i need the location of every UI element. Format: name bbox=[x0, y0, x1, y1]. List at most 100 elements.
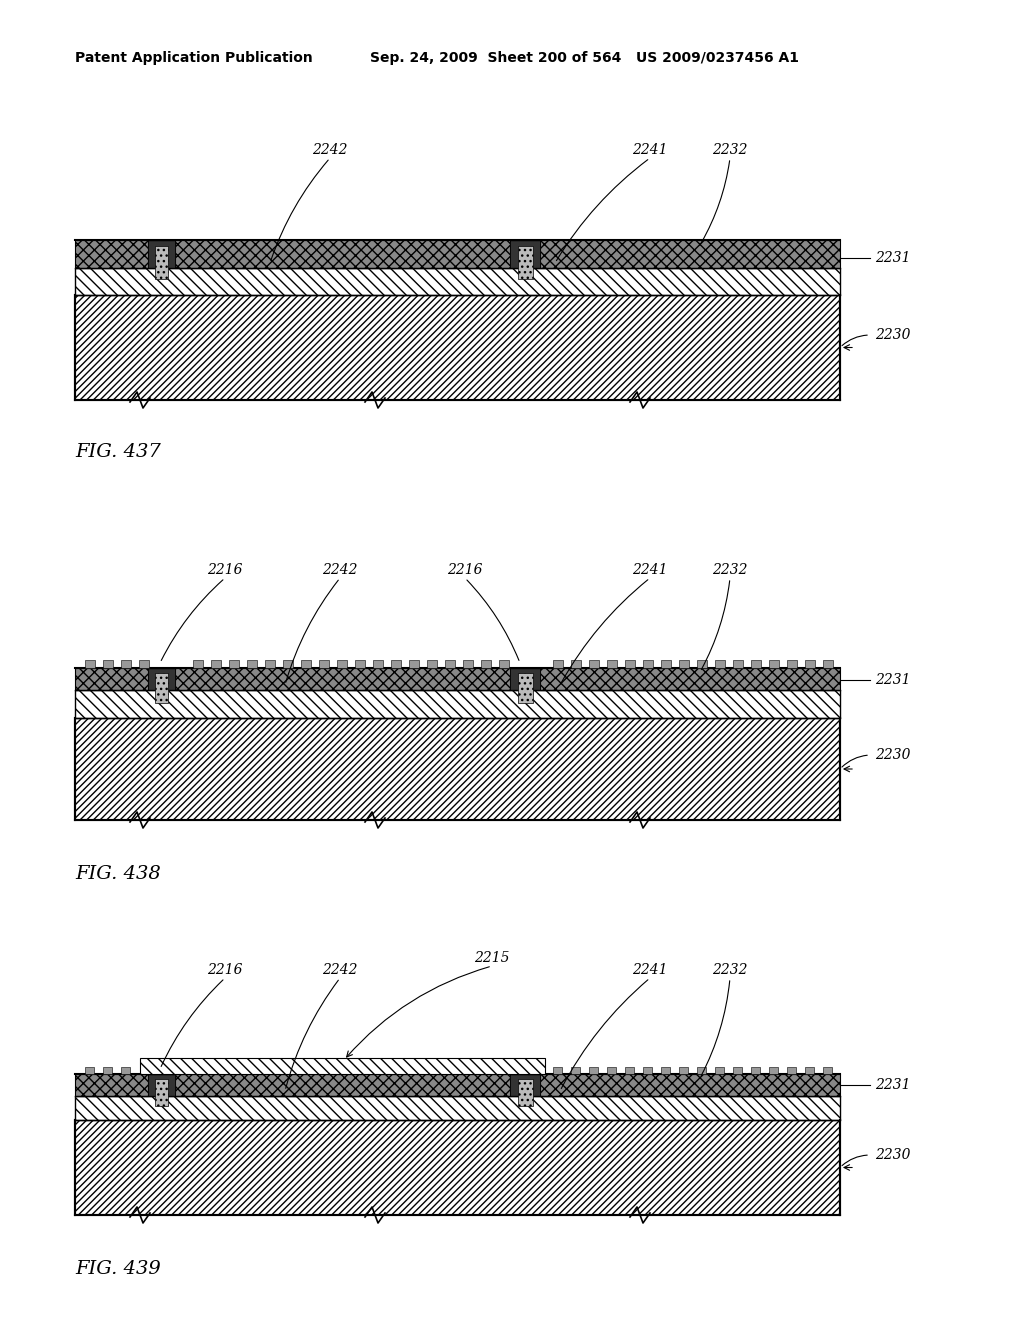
Text: 2232: 2232 bbox=[713, 964, 748, 977]
Bar bbox=[121, 660, 131, 668]
Bar bbox=[662, 660, 671, 668]
Text: 2231: 2231 bbox=[874, 673, 910, 686]
Bar bbox=[319, 660, 329, 668]
Bar bbox=[148, 668, 175, 690]
Bar bbox=[715, 1067, 724, 1074]
Bar bbox=[75, 1096, 840, 1119]
Bar bbox=[175, 668, 510, 690]
Bar bbox=[540, 668, 840, 690]
Bar bbox=[103, 1067, 112, 1074]
Text: FIG. 439: FIG. 439 bbox=[75, 1261, 161, 1278]
Bar bbox=[823, 1067, 831, 1074]
Bar bbox=[75, 668, 148, 690]
Bar bbox=[510, 240, 540, 268]
Bar bbox=[517, 673, 532, 704]
Bar bbox=[751, 1067, 760, 1074]
Bar bbox=[121, 1067, 130, 1074]
Text: FIG. 438: FIG. 438 bbox=[75, 865, 161, 883]
Bar bbox=[805, 1067, 814, 1074]
Bar bbox=[155, 673, 168, 704]
Bar bbox=[643, 1067, 652, 1074]
Text: Sep. 24, 2009  Sheet 200 of 564   US 2009/0237456 A1: Sep. 24, 2009 Sheet 200 of 564 US 2009/0… bbox=[370, 51, 799, 65]
Text: 2241: 2241 bbox=[632, 964, 668, 977]
Bar bbox=[787, 1067, 796, 1074]
Bar bbox=[337, 660, 347, 668]
Bar bbox=[662, 1067, 670, 1074]
Bar bbox=[679, 1067, 688, 1074]
Bar bbox=[85, 1067, 94, 1074]
Bar bbox=[733, 1067, 742, 1074]
Bar bbox=[517, 1078, 532, 1106]
Bar bbox=[499, 660, 509, 668]
Bar bbox=[148, 240, 175, 268]
Text: 2216: 2216 bbox=[207, 964, 243, 977]
Text: 2230: 2230 bbox=[874, 327, 910, 342]
Bar bbox=[211, 660, 221, 668]
Bar bbox=[733, 660, 743, 668]
Bar bbox=[445, 660, 455, 668]
Bar bbox=[283, 660, 293, 668]
Text: FIG. 437: FIG. 437 bbox=[75, 444, 161, 461]
Text: 2232: 2232 bbox=[713, 143, 748, 157]
Bar bbox=[75, 294, 840, 400]
Bar bbox=[75, 1119, 840, 1214]
Bar bbox=[193, 660, 203, 668]
Bar bbox=[355, 660, 365, 668]
Text: 2230: 2230 bbox=[874, 1148, 910, 1162]
Bar bbox=[175, 240, 510, 268]
Text: 2242: 2242 bbox=[323, 964, 357, 977]
Bar bbox=[769, 660, 779, 668]
Bar bbox=[373, 660, 383, 668]
Bar bbox=[510, 1074, 540, 1096]
Bar bbox=[643, 660, 653, 668]
Bar bbox=[510, 668, 540, 690]
Text: 2241: 2241 bbox=[632, 143, 668, 157]
Bar bbox=[589, 1067, 598, 1074]
Bar bbox=[823, 660, 833, 668]
Bar bbox=[103, 660, 113, 668]
Text: 2216: 2216 bbox=[447, 564, 482, 577]
Bar bbox=[75, 240, 148, 268]
Text: 2231: 2231 bbox=[874, 1078, 910, 1092]
Bar bbox=[805, 660, 815, 668]
Bar bbox=[769, 1067, 778, 1074]
Bar bbox=[517, 246, 532, 279]
Bar bbox=[139, 660, 150, 668]
Bar bbox=[175, 1074, 510, 1096]
Bar bbox=[625, 1067, 634, 1074]
Bar bbox=[409, 660, 419, 668]
Text: 2216: 2216 bbox=[207, 564, 243, 577]
Bar bbox=[148, 1074, 175, 1096]
Bar bbox=[75, 690, 840, 718]
Bar bbox=[697, 660, 707, 668]
Bar bbox=[540, 1074, 840, 1096]
Bar bbox=[265, 660, 275, 668]
Text: Patent Application Publication: Patent Application Publication bbox=[75, 51, 312, 65]
Bar bbox=[679, 660, 689, 668]
Text: 2230: 2230 bbox=[874, 748, 910, 762]
Bar bbox=[391, 660, 401, 668]
Bar bbox=[607, 660, 617, 668]
Bar bbox=[540, 240, 840, 268]
Bar bbox=[427, 660, 437, 668]
Bar bbox=[787, 660, 797, 668]
Bar bbox=[75, 718, 840, 820]
Bar bbox=[715, 660, 725, 668]
Bar bbox=[85, 660, 95, 668]
Text: 2231: 2231 bbox=[874, 251, 910, 265]
Bar bbox=[697, 1067, 706, 1074]
Bar bbox=[589, 660, 599, 668]
Bar bbox=[463, 660, 473, 668]
Bar bbox=[571, 1067, 580, 1074]
Text: 2242: 2242 bbox=[312, 143, 348, 157]
Bar bbox=[140, 1059, 545, 1074]
Bar bbox=[155, 1078, 168, 1106]
Bar bbox=[553, 1067, 562, 1074]
Text: 2215: 2215 bbox=[474, 950, 510, 965]
Bar bbox=[247, 660, 257, 668]
Text: 2241: 2241 bbox=[632, 564, 668, 577]
Bar bbox=[75, 268, 840, 294]
Bar bbox=[75, 1074, 148, 1096]
Bar bbox=[607, 1067, 616, 1074]
Bar bbox=[571, 660, 581, 668]
